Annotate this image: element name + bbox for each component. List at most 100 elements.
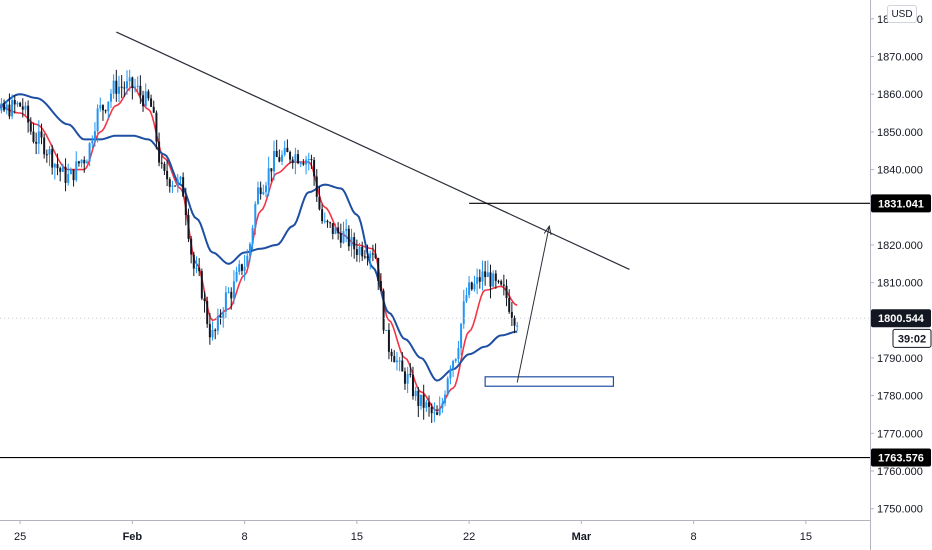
candle-body (16, 102, 19, 105)
candle-body (77, 161, 80, 164)
price-tick-label: 1750.000 (877, 504, 923, 516)
candle-body (254, 203, 257, 228)
ma-slow-line (0, 93, 518, 382)
currency-button[interactable]: USD (887, 5, 917, 23)
candle-body (513, 317, 516, 326)
price-tick-label: 1820.000 (877, 240, 923, 252)
candle-body (248, 243, 251, 256)
candle-body (123, 87, 126, 89)
candle-body (168, 179, 171, 187)
candle-body (299, 163, 302, 165)
candle-body (203, 298, 206, 301)
candle-body (224, 292, 227, 312)
candle-body (494, 273, 497, 281)
candle-body (422, 394, 425, 408)
candle-body (289, 152, 292, 160)
trendline[interactable] (116, 31, 630, 270)
candle-body (315, 176, 318, 197)
candle-body (470, 282, 473, 290)
candle-body (468, 282, 471, 296)
candle-body (313, 160, 316, 177)
candle-body (163, 163, 166, 171)
candle-body (510, 311, 513, 318)
candle-body (417, 390, 420, 406)
time-tick-label: Mar (572, 531, 592, 543)
candle-body (382, 290, 385, 331)
time-tick-label: 22 (463, 531, 475, 543)
candle-body (109, 93, 112, 102)
price-tick-label: 1790.000 (877, 353, 923, 365)
candle-body (401, 360, 404, 372)
candle-body (45, 154, 48, 156)
candle-body (142, 95, 145, 107)
candle-body (139, 85, 142, 96)
candle-body (291, 159, 294, 163)
demand-zone-box[interactable] (484, 376, 615, 387)
candle-body (337, 227, 340, 234)
candle-body (158, 141, 161, 163)
candle-body (476, 277, 479, 284)
time-tick-label: 25 (14, 531, 26, 543)
candle-body (438, 408, 441, 415)
candle-body (184, 196, 187, 216)
candle-body (473, 283, 476, 290)
countdown-badge (892, 328, 932, 348)
candle-body (462, 301, 465, 324)
candle-body (305, 159, 308, 165)
candle-body (67, 174, 70, 183)
candle-body (481, 271, 484, 282)
candle-body (243, 266, 246, 271)
candle-body (155, 112, 158, 142)
candle-body (267, 168, 270, 186)
candle-body (449, 368, 452, 379)
candle-body (505, 285, 508, 299)
candle-body (457, 348, 460, 360)
candle-body (278, 156, 281, 162)
candle-body (187, 215, 190, 239)
candle-body (411, 374, 414, 397)
plot-background[interactable] (0, 0, 870, 520)
candle-body (331, 223, 334, 234)
candle-body (19, 102, 22, 107)
candle-body (32, 131, 35, 142)
candle-body (96, 108, 99, 132)
candle-body (216, 315, 219, 331)
candle-body (489, 272, 492, 287)
candle-body (117, 86, 120, 94)
plot-area[interactable] (0, 0, 870, 520)
candle-body (371, 253, 374, 255)
candle-body (281, 154, 284, 162)
price-tick-label: 1760.000 (877, 466, 923, 478)
candle-body (393, 356, 396, 363)
candle-body (262, 192, 265, 195)
price-badge-label: 1800.544 (878, 313, 925, 325)
candle-body (251, 227, 254, 244)
candle-body (323, 220, 326, 222)
candle-body (208, 323, 211, 338)
candle-body (195, 267, 198, 269)
projection-arrow[interactable] (516, 225, 550, 383)
time-axis[interactable]: 25 Feb 8 15 22 Mar 8 15 (0, 520, 870, 550)
candle-body (273, 150, 276, 172)
candle-body (334, 227, 337, 234)
time-axis-background[interactable] (0, 520, 870, 550)
candle-body (379, 280, 382, 291)
candle-body (398, 360, 401, 362)
candle-body (120, 86, 123, 88)
candle-body (478, 277, 481, 282)
price-tick-label: 1770.000 (877, 428, 923, 440)
price-badge-label: 1831.041 (878, 198, 924, 210)
candle-body (190, 238, 193, 255)
price-axis[interactable]: 1750.000 1760.000 1770.000 1780.000 1790.000… (870, 0, 932, 550)
candle-body (484, 271, 487, 278)
price-badge-label: 39:02 (898, 333, 926, 345)
candle-body (355, 249, 358, 255)
candle-body (99, 105, 102, 109)
candle-body (310, 159, 313, 161)
candle-body (454, 359, 457, 361)
candle-body (59, 168, 62, 172)
candle-body (264, 185, 267, 193)
candle-body (321, 209, 324, 222)
price-badges: 1831.041 1800.544 39:02 1763.576 (871, 194, 932, 467)
